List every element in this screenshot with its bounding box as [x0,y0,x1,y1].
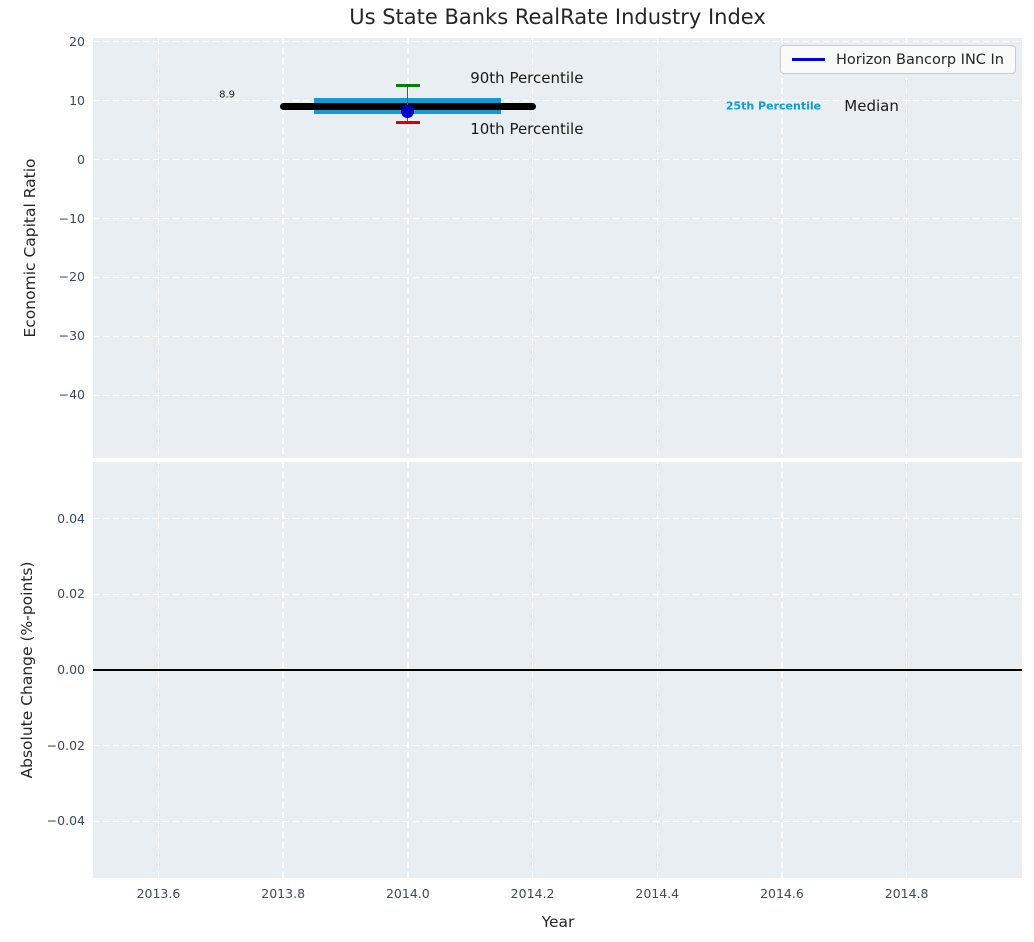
axes-absolute-change: 2013.6 2013.8 2014.0 2014.2 2014.4 2014.6 2014… [47,462,1022,901]
y-tick-label: 0.04 [57,510,85,526]
x-tick-label: 2014.8 [884,886,929,901]
x-tick-label: 2014.2 [510,886,555,901]
gridline-horizontal [93,40,1022,43]
x-tick-label: 2014.0 [385,886,430,901]
gridline-horizontal [93,517,1022,520]
gridline-vertical [282,38,284,458]
x-axis-label: Year [541,913,575,931]
gridline-horizontal [93,158,1022,161]
y-tick-label: 0.02 [57,586,85,602]
gridline-horizontal [93,99,1022,102]
axes-economic-capital-ratio: 20 10 0 −10 −20 −30 −40 8.9 90th Percentile 10th … [59,34,1022,458]
y-tick-label: −30 [58,328,85,344]
x-tick-label: 2014.6 [760,886,804,901]
gridline-vertical [905,38,908,458]
legend-line-icon [791,58,825,61]
y-tick-label: −0.02 [46,737,85,753]
zero-line [93,669,1022,671]
chart-title: Us State Banks RealRate Industry Index [349,5,766,29]
annotation: 8.9 [219,89,235,101]
x-tick-label: 2013.8 [261,886,306,901]
y-tick-label: −40 [58,387,85,403]
gridline-horizontal [93,394,1022,397]
x-tick-label: 2014.4 [635,886,680,901]
legend: Horizon Bancorp INC In [779,45,1016,74]
errorbar-stem [407,85,409,123]
annotation: 90th Percentile [470,69,584,88]
x-tick-label: 2013.6 [136,886,181,901]
gridline-vertical [407,38,409,458]
y-tick-label: −20 [58,269,85,285]
gridline-vertical [656,38,658,458]
errorbar-cap-10th [395,121,420,125]
gridline-vertical [531,38,534,458]
y-tick-label: 0 [77,151,85,167]
errorbar-cap-90th [395,84,420,88]
gridline-horizontal [93,217,1022,220]
gridline-horizontal [93,744,1022,747]
y-axis-label-bottom: Absolute Change (%-points) [18,561,36,779]
gridline-horizontal [93,820,1022,823]
annotation: 10th Percentile [470,120,584,139]
y-axis-label-top: Economic Capital Ratio [21,158,39,338]
annotation: 25th Percentile [725,99,822,113]
legend-label: Horizon Bancorp INC In [835,51,1004,68]
horizon-bancorp-point [401,104,415,118]
y-tick-label: 0.00 [57,662,85,677]
y-tick-label: −0.04 [46,813,85,829]
y-tick-label: 10 [69,92,85,108]
y-tick-label: 20 [69,33,85,49]
gridline-vertical [781,38,783,458]
gridline-horizontal [93,276,1022,279]
gridline-vertical [157,38,160,458]
gridline-horizontal [93,335,1022,338]
y-tick-label: −10 [58,210,85,226]
annotation: Median [844,97,899,116]
gridline-horizontal [93,593,1022,596]
